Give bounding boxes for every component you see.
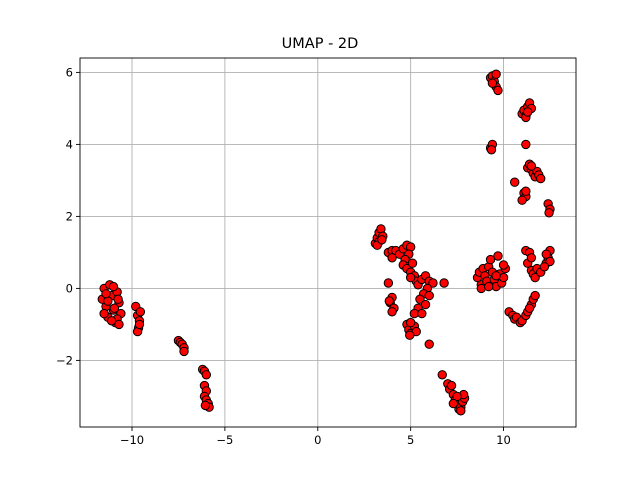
data-point [113, 294, 123, 304]
data-point [424, 290, 434, 301]
data-point [483, 281, 494, 292]
data-point [101, 289, 111, 299]
data-point [446, 380, 457, 391]
data-point [545, 256, 555, 267]
y-tick-label: 0 [66, 281, 73, 295]
data-point [424, 339, 434, 349]
data-point [201, 370, 212, 380]
data-point [493, 85, 503, 96]
data-point [530, 290, 540, 301]
data-point [387, 307, 397, 317]
data-point [530, 272, 540, 283]
data-point [383, 278, 394, 288]
data-point [536, 173, 546, 184]
data-point [493, 251, 503, 261]
data-point [439, 278, 449, 288]
data-point [498, 260, 509, 270]
data-point [526, 253, 537, 263]
data-point [405, 330, 415, 340]
data-point [134, 319, 145, 330]
data-point [521, 186, 531, 196]
data-point [485, 254, 496, 265]
data-point [510, 177, 520, 187]
data-point [108, 281, 119, 292]
data-point [526, 161, 537, 171]
data-point [415, 294, 425, 304]
data-point [517, 195, 527, 205]
plot-frame [79, 57, 577, 428]
y-axis-ticks: −2 0 2 4 6 [56, 65, 80, 367]
data-point [524, 303, 535, 313]
data-point [135, 307, 146, 317]
data-point [491, 69, 501, 79]
data-point [539, 262, 550, 272]
data-point [452, 391, 462, 402]
x-tick-label: −10 [120, 433, 144, 447]
data-point [405, 272, 416, 283]
x-axis-ticks: −10 −5 0 5 10 [120, 427, 511, 447]
x-tick-label: 0 [314, 433, 321, 447]
data-point [106, 316, 117, 326]
data-point [407, 258, 418, 268]
data-point [544, 208, 554, 218]
data-point [448, 398, 459, 409]
x-tick-label: −5 [216, 433, 233, 447]
y-tick-label: 4 [66, 137, 73, 151]
data-point [523, 107, 533, 117]
chart-title: UMAP - 2D [282, 36, 359, 52]
data-point [428, 278, 438, 288]
data-point [486, 145, 497, 155]
data-point [200, 400, 211, 411]
data-point [541, 249, 551, 259]
grid-lines [80, 58, 576, 427]
x-tick-label: 10 [496, 433, 511, 447]
y-tick-label: 2 [66, 209, 73, 223]
data-point [417, 308, 427, 319]
y-tick-label: 6 [66, 65, 73, 79]
data-point [487, 78, 498, 88]
data-point [179, 346, 189, 357]
data-point [521, 139, 531, 150]
data-point [491, 271, 501, 281]
data-point [420, 299, 431, 310]
x-tick-label: 5 [407, 433, 414, 447]
data-point [437, 370, 447, 380]
data-point [405, 317, 416, 328]
data-point [377, 235, 387, 245]
data-point [456, 406, 466, 416]
data-point [109, 303, 120, 313]
y-tick-label: −2 [56, 353, 73, 367]
data-point [387, 253, 397, 263]
data-points [97, 69, 555, 416]
data-point [99, 308, 109, 319]
data-point [114, 319, 124, 330]
data-point [384, 296, 394, 306]
